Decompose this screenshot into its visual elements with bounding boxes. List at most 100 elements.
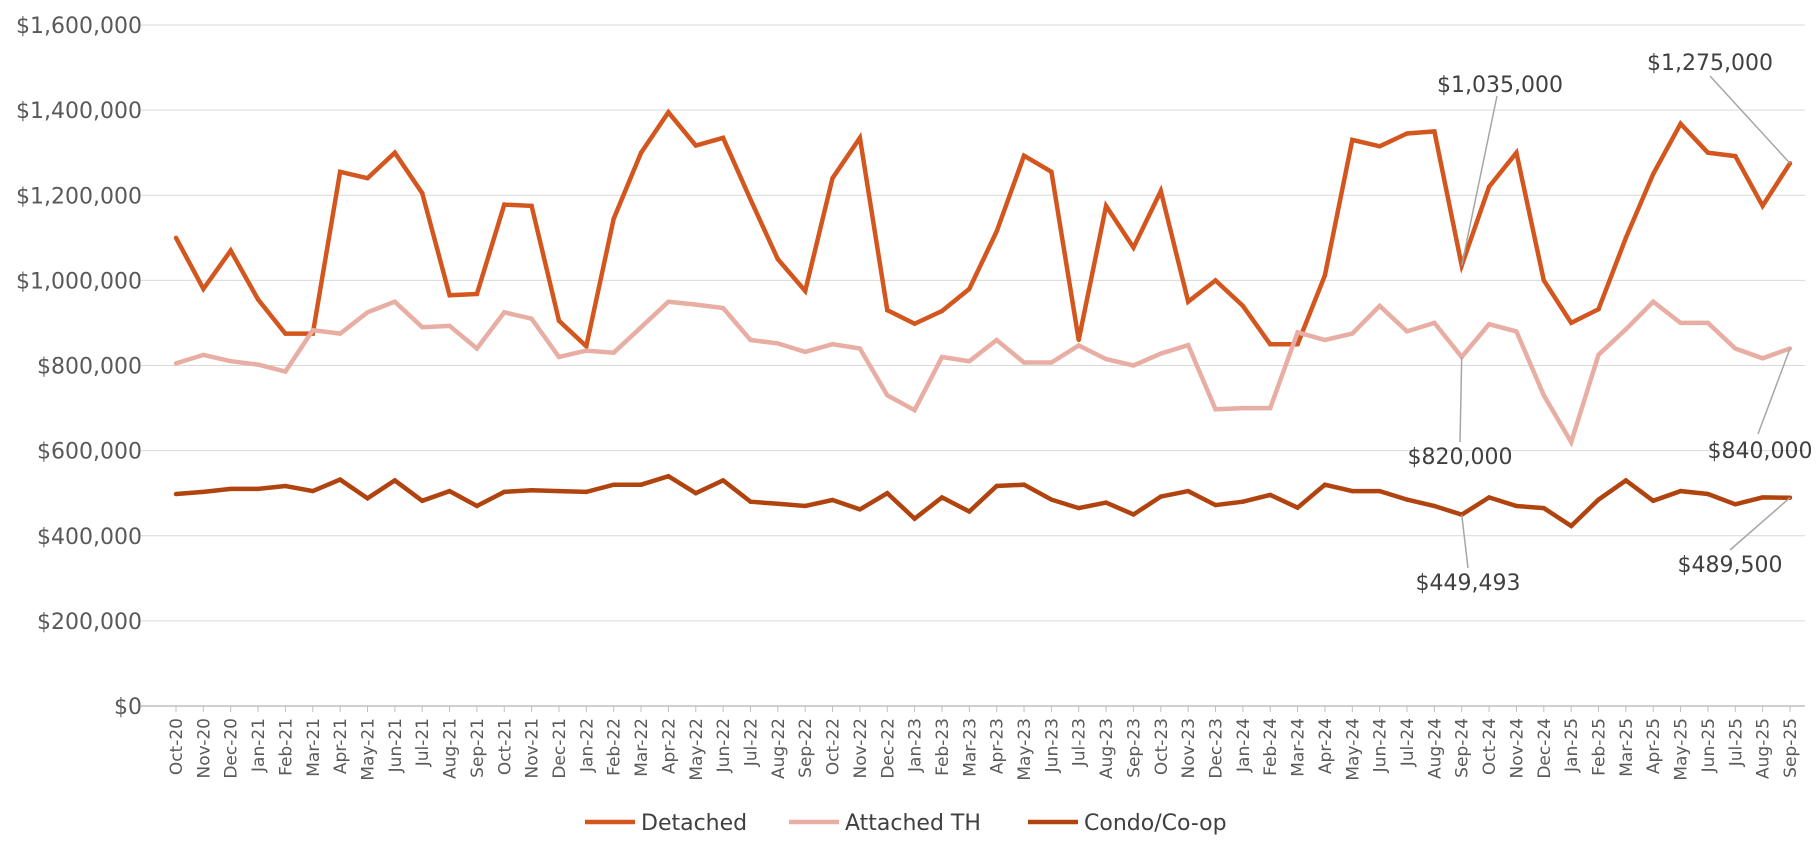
data-point (638, 150, 644, 155)
data-point (201, 352, 206, 358)
data-point (556, 318, 562, 324)
callout: $449,493 (1416, 514, 1520, 596)
x-tick-label: Sep-23 (1124, 718, 1144, 778)
x-tick-label: Nov-24 (1507, 718, 1527, 779)
data-point (1596, 497, 1601, 502)
x-tick-label: May-21 (358, 718, 378, 781)
series-attached-th (173, 298, 1793, 448)
data-point (1240, 303, 1246, 309)
data-point (447, 323, 452, 329)
data-point (1432, 320, 1437, 326)
data-point (967, 359, 972, 364)
data-point (584, 344, 589, 349)
x-tick-label: Dec-21 (550, 718, 570, 779)
callout: $489,500 (1678, 497, 1791, 578)
data-point (474, 503, 480, 509)
legend-label: Attached TH (845, 811, 981, 836)
data-point (228, 248, 233, 253)
x-tick-label: Oct-22 (824, 718, 844, 775)
legend-label: Detached (641, 811, 747, 836)
y-tick-label: $1,000,000 (16, 269, 142, 294)
legend-item-condo-co-op: Condo/Co-op (1028, 811, 1227, 836)
data-point (967, 509, 972, 514)
x-tick-label: Jan-25 (1562, 718, 1582, 773)
data-point (693, 143, 698, 148)
data-point (1240, 499, 1246, 504)
data-point (502, 489, 507, 495)
data-point (1049, 360, 1054, 365)
x-tick-label: Feb-25 (1590, 718, 1610, 776)
callout: $840,000 (1708, 348, 1812, 464)
data-point (1486, 184, 1492, 189)
x-tick-label: Jun-22 (714, 718, 734, 773)
data-point (1350, 137, 1355, 143)
x-tick-label: Mar-21 (304, 718, 324, 777)
x-tick-label: Sep-21 (468, 718, 488, 778)
data-point (1377, 303, 1382, 309)
data-point (1733, 153, 1738, 159)
data-point (666, 110, 671, 115)
callout-label: $1,035,000 (1437, 73, 1563, 98)
data-point (1705, 491, 1711, 497)
data-point (1404, 329, 1410, 334)
data-point (228, 359, 233, 364)
data-point (1568, 439, 1574, 445)
series-condo-co-op (173, 473, 1793, 529)
callouts: $1,035,000 $1,275,000 $820,000 $840,000 $449… (1408, 51, 1813, 596)
data-point (556, 354, 562, 360)
data-point (392, 299, 398, 304)
legend-item-detached: Detached (585, 811, 747, 836)
data-point (1103, 203, 1109, 209)
data-point (994, 229, 999, 234)
data-point (1541, 278, 1546, 283)
x-tick-label: Jan-21 (249, 718, 269, 773)
data-point (529, 203, 534, 209)
data-point (1021, 153, 1027, 158)
data-point (365, 496, 370, 501)
data-point (529, 316, 534, 321)
data-point (1185, 488, 1191, 494)
data-point (1322, 337, 1328, 343)
data-point (420, 498, 425, 504)
y-tick-label: $1,400,000 (16, 99, 142, 124)
series-lines (173, 108, 1793, 529)
x-tick-label: Jan-23 (906, 718, 926, 773)
data-point (1295, 330, 1300, 335)
data-point (1514, 329, 1519, 334)
x-tick-label: Sep-24 (1453, 718, 1473, 778)
x-tick-label: Nov-22 (851, 718, 871, 779)
data-point (666, 299, 671, 304)
y-tick-label: $200,000 (37, 610, 142, 635)
x-tick-label: Jun-24 (1371, 718, 1391, 773)
x-tick-label: Jul-25 (1726, 718, 1746, 767)
x-tick-label: Feb-21 (276, 718, 296, 776)
x-tick-label: Mar-23 (960, 718, 980, 777)
data-point (1322, 482, 1328, 487)
x-tick-label: Apr-23 (988, 718, 1008, 774)
data-point (447, 293, 452, 298)
data-point (392, 150, 398, 155)
data-point (283, 331, 288, 336)
x-tick-label: Jun-23 (1042, 718, 1062, 773)
x-tick-label: Aug-23 (1097, 718, 1117, 779)
data-point (802, 349, 808, 355)
data-point (939, 308, 945, 314)
callout-label: $1,275,000 (1647, 51, 1773, 76)
data-point (611, 216, 616, 221)
data-point (967, 286, 972, 292)
data-point (1733, 346, 1738, 351)
data-point (638, 482, 644, 487)
data-point (1268, 342, 1273, 347)
x-tick-label: Jul-22 (741, 718, 761, 767)
gridlines (141, 24, 1805, 707)
data-point (1432, 129, 1437, 134)
x-tick-label: Apr-25 (1644, 718, 1664, 774)
data-point (1623, 235, 1629, 241)
data-point (474, 291, 480, 297)
data-point (666, 473, 671, 479)
x-tick-label: Aug-25 (1754, 718, 1774, 779)
x-axis-tick-labels: Oct-20 Nov-20 Dec-20 Jan-21 Feb-21 Mar-21 Apr-… (167, 706, 1801, 781)
data-point (1623, 478, 1629, 483)
